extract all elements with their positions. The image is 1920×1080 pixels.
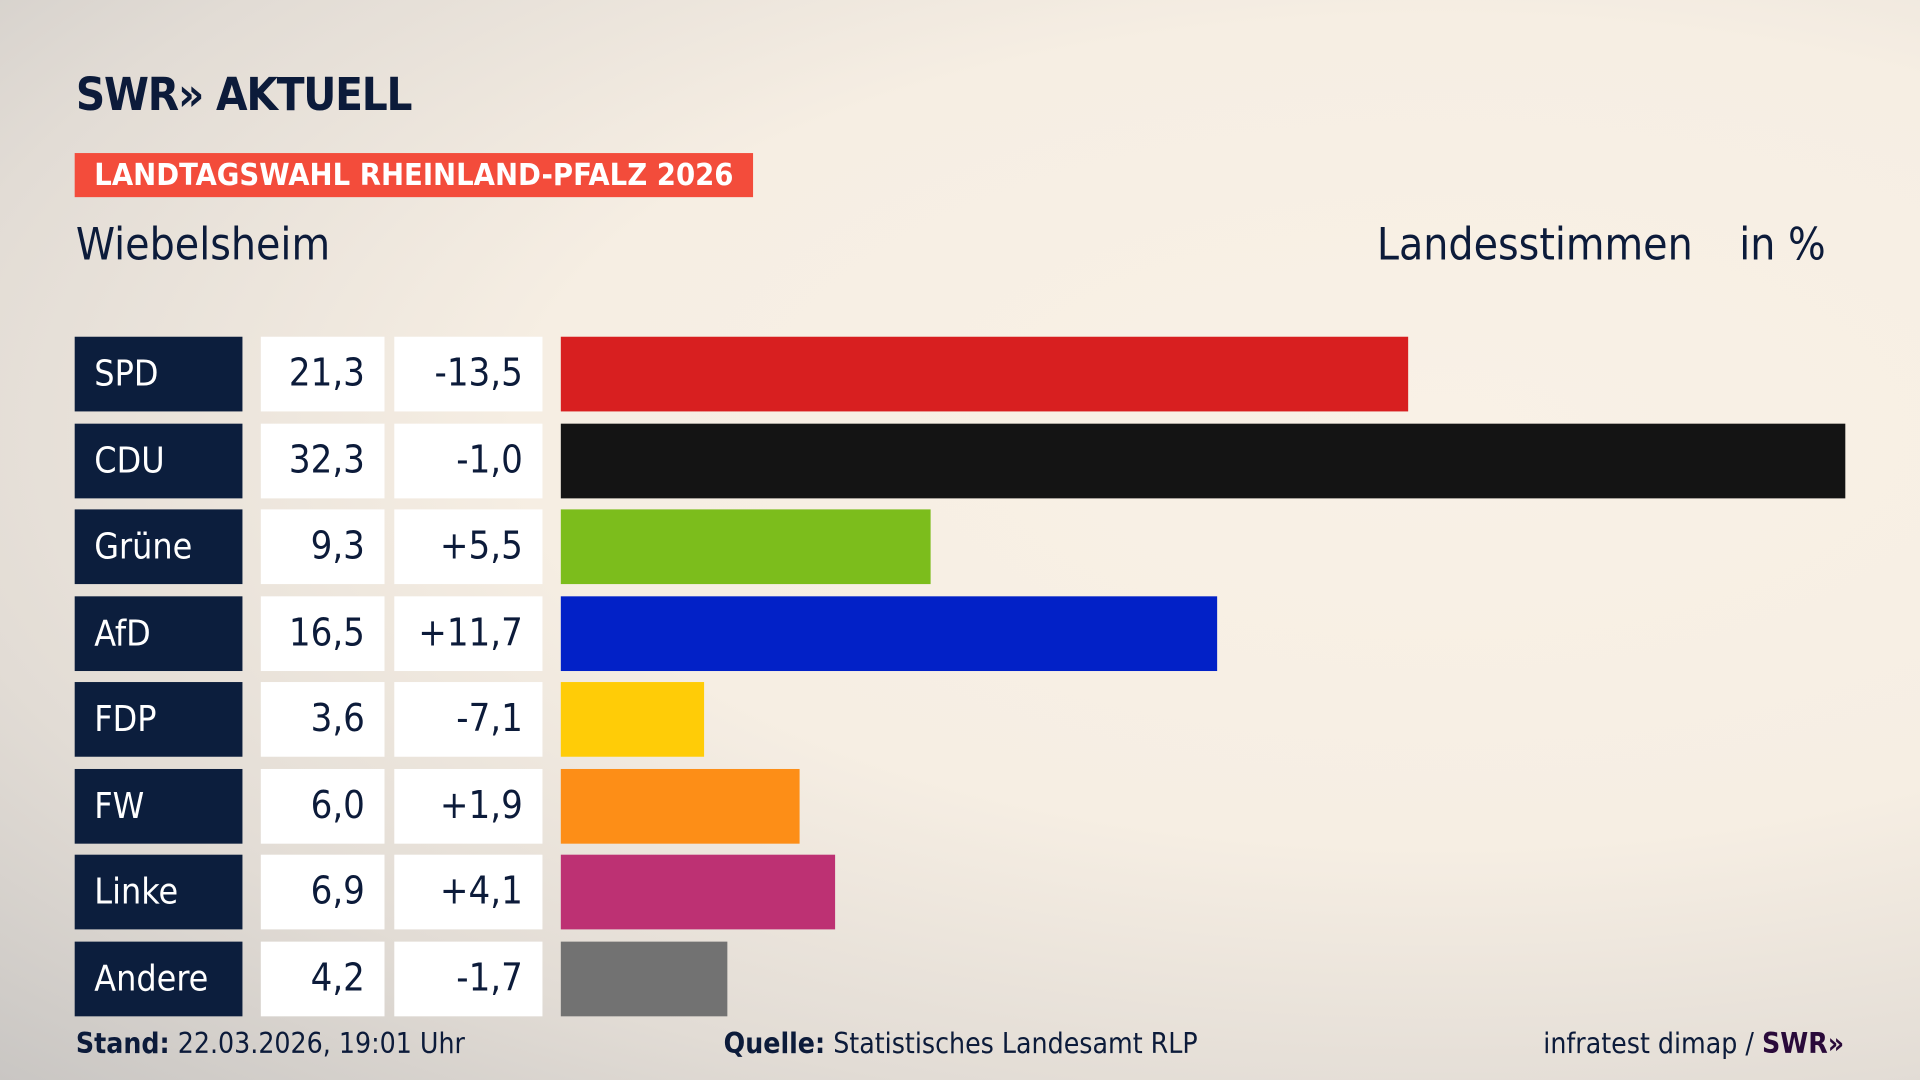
bar-cdu xyxy=(560,423,1846,498)
party-label: SPD xyxy=(74,336,243,412)
bar-fdp xyxy=(560,682,704,757)
bar-grüne xyxy=(560,509,931,585)
value-label: 9,3 xyxy=(260,509,385,585)
measure: Landesstimmen xyxy=(1376,220,1693,271)
diff-label: -13,5 xyxy=(394,336,543,412)
source-value: Statistisches Landesamt RLP xyxy=(833,1028,1198,1061)
value-label: 6,9 xyxy=(260,854,385,930)
diff-label: +5,5 xyxy=(394,509,543,585)
stand-value: 22.03.2026, 19:01 Uhr xyxy=(177,1028,465,1061)
diff-label: -1,0 xyxy=(394,423,543,498)
value-label: 21,3 xyxy=(260,336,385,412)
party-label: Andere xyxy=(74,941,243,1016)
source-label: Quelle: xyxy=(723,1028,826,1061)
party-label: Grüne xyxy=(74,509,243,585)
source: Quelle: Statistisches Landesamt RLP xyxy=(724,1029,1198,1061)
place-title: Wiebelsheim xyxy=(75,220,331,271)
credit-text: infratest dimap / xyxy=(1543,1028,1762,1061)
value-label: 6,0 xyxy=(260,768,385,844)
party-label: CDU xyxy=(74,423,243,498)
measure-label: Landesstimmen in % xyxy=(1377,220,1826,270)
diff-label: -7,1 xyxy=(394,682,543,757)
unit: in % xyxy=(1739,220,1826,271)
value-label: 3,6 xyxy=(260,682,385,757)
diff-label: +1,9 xyxy=(394,768,543,844)
party-label: FW xyxy=(74,768,243,844)
party-label: AfD xyxy=(74,595,243,671)
party-label: FDP xyxy=(74,682,243,757)
diff-label: +4,1 xyxy=(394,854,543,930)
swr-logo: SWR» xyxy=(1761,1028,1845,1061)
bar-fw xyxy=(560,768,800,844)
value-label: 32,3 xyxy=(260,423,385,498)
bar-spd xyxy=(560,336,1408,412)
bar-linke xyxy=(560,854,836,930)
bar-afd xyxy=(560,595,1217,671)
bar-andere xyxy=(560,941,728,1016)
credit: infratest dimap / SWR» xyxy=(1543,1029,1844,1061)
diff-label: +11,7 xyxy=(394,595,543,671)
stand-label: Stand: xyxy=(75,1028,170,1061)
value-label: 16,5 xyxy=(260,595,385,671)
diff-label: -1,7 xyxy=(394,941,543,1016)
swr-aktuell-logo: SWR» AKTUELL xyxy=(75,68,413,122)
value-label: 4,2 xyxy=(260,941,385,1016)
party-label: Linke xyxy=(74,854,243,930)
stand: Stand: 22.03.2026, 19:01 Uhr xyxy=(76,1029,465,1061)
election-tag: LANDTAGSWAHL RHEINLAND-PFALZ 2026 xyxy=(74,153,754,198)
